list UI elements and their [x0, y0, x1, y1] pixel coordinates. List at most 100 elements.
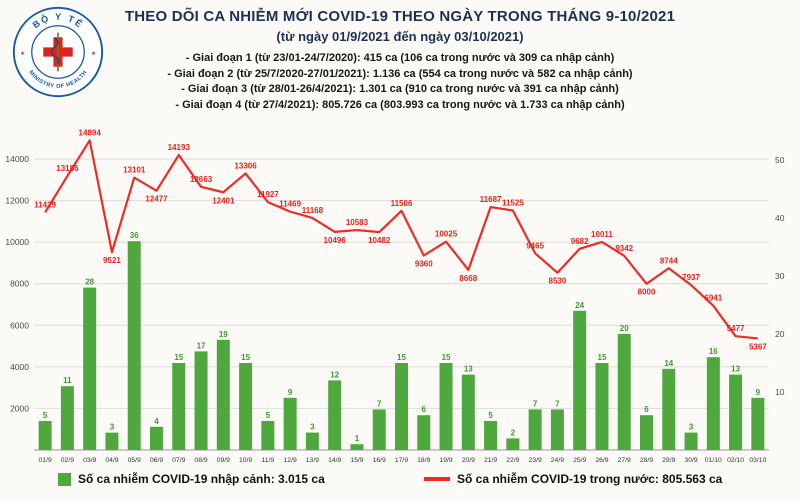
bar — [261, 421, 275, 450]
line-value-label: 14894 — [79, 128, 102, 137]
x-axis-label: 03/9 — [83, 457, 96, 464]
bar — [573, 310, 587, 450]
legend-line-swatch — [424, 477, 450, 481]
bar-value-label: 19 — [219, 330, 228, 339]
left-axis-tick: 4000 — [10, 362, 29, 372]
x-axis-label: 16/9 — [373, 457, 386, 464]
line-value-label: 8530 — [549, 277, 567, 286]
right-axis-tick: 50 — [775, 155, 785, 165]
note-phase-3: - Giai đoạn 3 (từ 28/01-26/4/2021): 1.30… — [181, 83, 619, 95]
bar — [528, 409, 542, 450]
x-axis-label: 17/9 — [395, 457, 408, 464]
left-axis-tick: 14000 — [5, 154, 29, 164]
bar-value-label: 7 — [533, 399, 538, 408]
x-axis-label: 02/9 — [61, 457, 74, 464]
bar — [194, 351, 208, 450]
line-value-label: 8668 — [459, 274, 477, 283]
bar-value-label: 7 — [555, 399, 560, 408]
x-axis-label: 10/9 — [239, 457, 252, 464]
bar-value-label: 7 — [377, 399, 382, 408]
line-value-label: 7937 — [682, 273, 700, 282]
line-value-label: 10025 — [435, 230, 458, 239]
legend-domestic-label: Số ca nhiễm COVID-19 trong nước: 805.563… — [457, 472, 723, 486]
bar — [105, 432, 119, 450]
line-value-label: 9360 — [415, 259, 433, 268]
left-axis-tick: 2000 — [10, 403, 29, 413]
domestic-line — [44, 139, 758, 340]
legend-domestic: Số ca nhiễm COVID-19 trong nước: 805.563… — [424, 472, 722, 486]
left-axis-tick: 6000 — [10, 320, 29, 330]
bar — [595, 363, 609, 450]
legend-imported-label: Số ca nhiễm COVID-19 nhập cảnh: 3.015 ca — [78, 472, 325, 486]
bar-value-label: 3 — [689, 423, 694, 432]
x-axis-label: 12/9 — [284, 457, 297, 464]
line-value-label: 14193 — [168, 143, 191, 152]
x-axis-label: 22/9 — [506, 457, 519, 464]
legend-bar-swatch — [58, 472, 71, 486]
x-axis-label: 29/9 — [662, 457, 675, 464]
legend-imported: Số ca nhiễm COVID-19 nhập cảnh: 3.015 ca — [58, 472, 325, 486]
bar-value-label: 15 — [174, 353, 183, 362]
bar — [60, 386, 74, 450]
line-value-label: 11525 — [502, 198, 524, 207]
line-value-label: 11469 — [279, 200, 301, 209]
bar — [216, 339, 230, 450]
bar-value-label: 16 — [709, 347, 718, 356]
bar-value-label: 6 — [422, 405, 427, 414]
right-axis-tick: 20 — [775, 329, 785, 339]
line-value-label: 9521 — [103, 256, 121, 265]
bar-value-label: 15 — [241, 353, 250, 362]
line-value-label: 10583 — [346, 218, 369, 227]
chart-header: THEO DÕI CA NHIỄM MỚI COVID-19 THEO NGÀY… — [0, 8, 800, 113]
x-axis-label: 02/10 — [727, 457, 744, 464]
bar — [172, 363, 186, 450]
line-value-label: 6941 — [704, 294, 722, 303]
bar-value-label: 5 — [266, 411, 271, 420]
line-value-label: 13306 — [234, 161, 257, 170]
bar-value-label: 15 — [442, 353, 451, 362]
line-value-label: 13186 — [56, 164, 79, 173]
bar — [439, 363, 453, 450]
bar-value-label: 14 — [664, 359, 673, 368]
line-value-label: 11168 — [302, 206, 324, 215]
bar — [484, 421, 498, 450]
bar-value-label: 20 — [620, 324, 629, 333]
line-value-label: 5367 — [749, 342, 767, 351]
bar — [350, 444, 364, 450]
staff-icon — [57, 32, 59, 72]
x-axis-label: 09/9 — [217, 457, 230, 464]
note-phase-1: - Giai đoạn 1 (từ 23/01-24/7/2020): 415 … — [185, 52, 615, 64]
bar — [305, 432, 319, 450]
line-value-label: 12663 — [190, 175, 213, 184]
x-axis-label: 07/9 — [172, 457, 185, 464]
x-axis-label: 21/9 — [484, 457, 497, 464]
line-value-label: 11429 — [34, 200, 56, 209]
x-axis-label: 01/10 — [705, 457, 722, 464]
line-value-label: 10011 — [591, 230, 613, 239]
logo-star-right-icon: ★ — [91, 50, 96, 57]
x-axis-label: 03/10 — [749, 457, 766, 464]
bar — [395, 363, 408, 450]
bar-value-label: 13 — [731, 365, 740, 374]
left-axis-tick: 8000 — [10, 279, 29, 289]
x-axis-label: 06/9 — [150, 457, 163, 464]
note-phase-2: - Giai đoạn 2 (từ 25/7/2020-27/01/2021):… — [167, 67, 633, 80]
line-value-label: 9342 — [615, 244, 633, 253]
bar-value-label: 15 — [397, 353, 406, 362]
line-value-label: 8000 — [638, 288, 656, 297]
line-value-label: 12401 — [212, 196, 235, 205]
bar — [372, 409, 386, 450]
bar-value-label: 6 — [644, 405, 649, 414]
right-axis-tick: 40 — [775, 213, 785, 223]
bar — [751, 397, 765, 450]
bar-value-label: 9 — [756, 388, 761, 397]
bar-value-label: 15 — [598, 353, 607, 362]
x-axis-label: 19/9 — [439, 457, 452, 464]
right-axis-tick: 10 — [775, 387, 785, 397]
bar-value-label: 4 — [154, 417, 159, 426]
bar — [38, 421, 52, 450]
x-axis-label: 13/9 — [306, 457, 319, 464]
bar-value-label: 3 — [310, 423, 315, 432]
x-axis-label: 11/9 — [261, 457, 274, 464]
